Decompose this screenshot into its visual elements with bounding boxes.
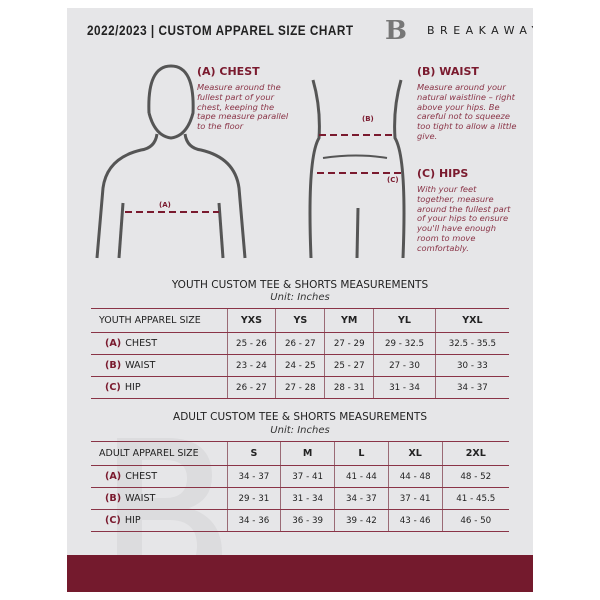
size-header: S	[226, 441, 281, 466]
table-header-row: YOUTH APPAREL SIZE YXS YS YM YL YXL	[91, 308, 509, 333]
row-label: (B) WAIST	[91, 487, 227, 510]
size-header: XL	[387, 441, 443, 466]
table-cell: 34 - 36	[226, 509, 281, 532]
table-cell: 39 - 42	[334, 509, 389, 532]
table-cell: 37 - 41	[280, 465, 335, 488]
row-letter: (C)	[105, 515, 121, 526]
youth-size-table: YOUTH APPAREL SIZE YXS YS YM YL YXL (A) CHEST 25…	[91, 308, 509, 399]
row-name: WAIST	[125, 360, 156, 371]
size-label-header: YOUTH APPAREL SIZE	[91, 308, 227, 333]
table-cell: 32.5 - 35.5	[434, 332, 509, 355]
chest-description: Measure around the fullest part of your …	[197, 82, 289, 132]
brand-logo-icon: B	[385, 16, 407, 46]
size-header: YM	[324, 308, 374, 333]
row-label: (A) CHEST	[91, 465, 227, 488]
table-cell: 27 - 28	[275, 376, 325, 399]
row-label: (A) CHEST	[91, 332, 227, 355]
adult-unit: Unit: Inches	[270, 425, 330, 436]
row-label: (B) WAIST	[91, 354, 227, 377]
size-header: YL	[373, 308, 436, 333]
body-diagrams	[95, 64, 406, 259]
table-row: (A) CHEST 25 - 26 26 - 27 27 - 29 29 - 32.5 32…	[91, 332, 509, 355]
table-cell: 37 - 41	[387, 487, 443, 510]
lower-body-figure	[308, 79, 406, 259]
upper-body-figure	[95, 64, 247, 259]
row-letter: (A)	[105, 471, 122, 482]
row-name: HIP	[124, 382, 141, 393]
table-cell: 43 - 46	[387, 509, 443, 532]
table-cell: 31 - 34	[373, 376, 436, 399]
table-cell: 36 - 39	[280, 509, 335, 532]
table-cell: 24 - 25	[275, 354, 325, 377]
table-cell: 41 - 44	[334, 465, 389, 488]
size-header: YXS	[226, 308, 276, 333]
size-chart-card: 2022/2023 | CUSTOM APPAREL SIZE CHART B …	[67, 8, 533, 592]
hips-heading: (C) HIPS	[417, 167, 469, 180]
hips-marker: (C)	[387, 176, 399, 184]
table-cell: 46 - 50	[441, 509, 509, 532]
adult-section-title: ADULT CUSTOM TEE & SHORTS MEASUREMENTS	[173, 411, 427, 423]
waist-marker: (B)	[362, 115, 374, 123]
brand-name: BREAKAWAY	[427, 24, 533, 37]
hips-description: With your feet together, measure around …	[417, 184, 511, 253]
size-header: YS	[275, 308, 325, 333]
row-letter: (B)	[105, 493, 122, 504]
size-label-header: ADULT APPAREL SIZE	[91, 441, 227, 466]
table-row: (B) WAIST 23 - 24 24 - 25 25 - 27 27 - 30 30 -…	[91, 354, 509, 377]
table-cell: 23 - 24	[226, 354, 276, 377]
table-row: (C) HIP 26 - 27 27 - 28 28 - 31 31 - 34 34 - 3…	[91, 376, 509, 399]
table-cell: 29 - 31	[226, 487, 281, 510]
table-cell: 25 - 27	[324, 354, 374, 377]
size-header: M	[280, 441, 335, 466]
youth-section-title: YOUTH CUSTOM TEE & SHORTS MEASUREMENTS	[171, 279, 429, 291]
youth-unit: Unit: Inches	[270, 292, 330, 303]
page-title: 2022/2023 | CUSTOM APPAREL SIZE CHART	[87, 22, 354, 38]
table-cell: 30 - 33	[434, 354, 509, 377]
waist-description: Measure around your natural waistline – …	[417, 82, 517, 141]
size-header: L	[334, 441, 389, 466]
table-cell: 48 - 52	[441, 465, 509, 488]
table-cell: 44 - 48	[387, 465, 443, 488]
row-name: CHEST	[125, 338, 158, 349]
table-cell: 27 - 29	[324, 332, 374, 355]
table-cell: 26 - 27	[226, 376, 276, 399]
table-cell: 34 - 37	[434, 376, 509, 399]
table-cell: 27 - 30	[373, 354, 436, 377]
row-label: (C) HIP	[91, 509, 227, 532]
row-name: CHEST	[125, 471, 158, 482]
chest-marker: (A)	[159, 201, 171, 209]
table-cell: 26 - 27	[275, 332, 325, 355]
table-cell: 34 - 37	[226, 465, 281, 488]
row-name: HIP	[124, 515, 141, 526]
size-header: 2XL	[441, 441, 509, 466]
table-cell: 28 - 31	[324, 376, 374, 399]
table-row: (A) CHEST 34 - 37 37 - 41 41 - 44 44 - 48 48 -…	[91, 465, 509, 488]
table-row: (C) HIP 34 - 36 36 - 39 39 - 42 43 - 46 46 - 5…	[91, 509, 509, 532]
table-header-row: ADULT APPAREL SIZE S M L XL 2XL	[91, 441, 509, 466]
table-row: (B) WAIST 29 - 31 31 - 34 34 - 37 37 - 41 41 -…	[91, 487, 509, 510]
table-cell: 34 - 37	[334, 487, 389, 510]
waist-heading: (B) WAIST	[417, 65, 479, 78]
table-cell: 41 - 45.5	[441, 487, 509, 510]
table-cell: 29 - 32.5	[373, 332, 436, 355]
row-letter: (B)	[105, 360, 122, 371]
footer-band	[67, 555, 533, 592]
chest-heading: (A) CHEST	[197, 65, 260, 78]
table-cell: 31 - 34	[280, 487, 335, 510]
row-label: (C) HIP	[91, 376, 227, 399]
row-letter: (A)	[105, 338, 122, 349]
table-cell: 25 - 26	[226, 332, 276, 355]
row-name: WAIST	[125, 493, 156, 504]
row-letter: (C)	[105, 382, 121, 393]
adult-size-table: ADULT APPAREL SIZE S M L XL 2XL (A) CHEST 34 - 3…	[91, 441, 509, 532]
size-header: YXL	[434, 308, 509, 333]
